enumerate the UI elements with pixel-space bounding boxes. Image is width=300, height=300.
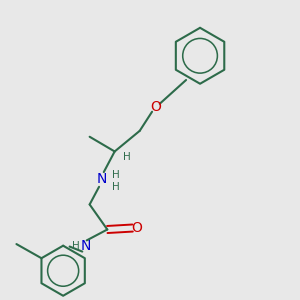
Text: N: N [81, 239, 91, 253]
Text: O: O [151, 100, 161, 114]
Text: H: H [72, 241, 80, 251]
Text: H: H [123, 152, 131, 162]
Text: O: O [131, 221, 142, 235]
Text: H: H [112, 170, 120, 180]
Text: N: N [96, 172, 106, 186]
Text: H: H [112, 182, 120, 192]
